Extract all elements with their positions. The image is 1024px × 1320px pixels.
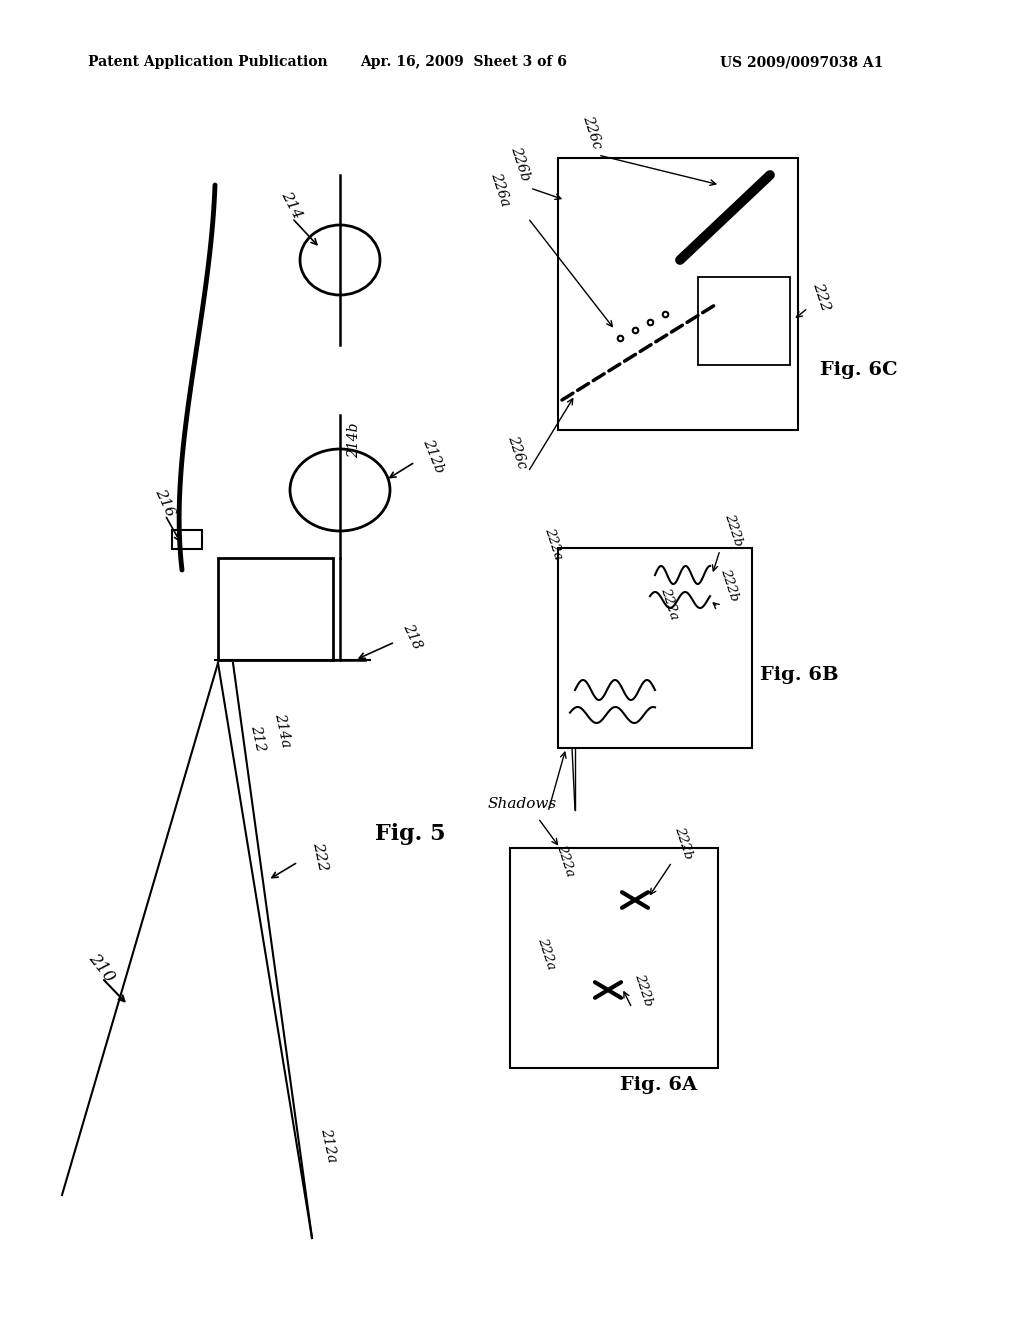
Text: US 2009/0097038 A1: US 2009/0097038 A1 <box>720 55 884 69</box>
Text: 222b: 222b <box>718 568 740 603</box>
Text: 222b: 222b <box>632 972 654 1008</box>
Text: 214: 214 <box>278 189 304 222</box>
Text: 222a: 222a <box>535 936 557 972</box>
Text: 226a: 226a <box>488 170 512 209</box>
Text: Fig. 6C: Fig. 6C <box>820 360 898 379</box>
Bar <box>698 277 790 366</box>
Text: 226c: 226c <box>580 114 604 150</box>
Text: 222b: 222b <box>722 512 744 548</box>
Text: Apr. 16, 2009  Sheet 3 of 6: Apr. 16, 2009 Sheet 3 of 6 <box>360 55 567 69</box>
Text: 212b: 212b <box>420 437 446 475</box>
Text: Fig. 6A: Fig. 6A <box>620 1076 697 1094</box>
Text: 222a: 222a <box>554 842 577 878</box>
Text: Patent Application Publication: Patent Application Publication <box>88 55 328 69</box>
Text: 222a: 222a <box>542 525 564 561</box>
Text: 222: 222 <box>810 281 833 313</box>
Text: Fig. 5: Fig. 5 <box>375 822 445 845</box>
Bar <box>172 531 202 549</box>
Bar <box>558 548 752 748</box>
Bar <box>510 847 718 1068</box>
Bar <box>218 558 333 660</box>
Text: 216: 216 <box>152 487 177 519</box>
Text: 222: 222 <box>310 841 330 871</box>
Text: 210: 210 <box>85 950 118 986</box>
Text: 214a: 214a <box>272 711 293 748</box>
Text: Shadows: Shadows <box>488 797 557 810</box>
Text: 226b: 226b <box>508 145 532 183</box>
Text: 218: 218 <box>400 620 424 651</box>
Text: 214b: 214b <box>347 422 361 458</box>
Text: 212: 212 <box>248 723 267 752</box>
Text: Fig. 6B: Fig. 6B <box>760 667 839 684</box>
Bar <box>558 158 798 430</box>
Text: 212a: 212a <box>318 1126 339 1163</box>
Text: 222b: 222b <box>672 825 694 861</box>
Text: 222a: 222a <box>658 586 681 620</box>
Text: 226c: 226c <box>505 434 529 471</box>
